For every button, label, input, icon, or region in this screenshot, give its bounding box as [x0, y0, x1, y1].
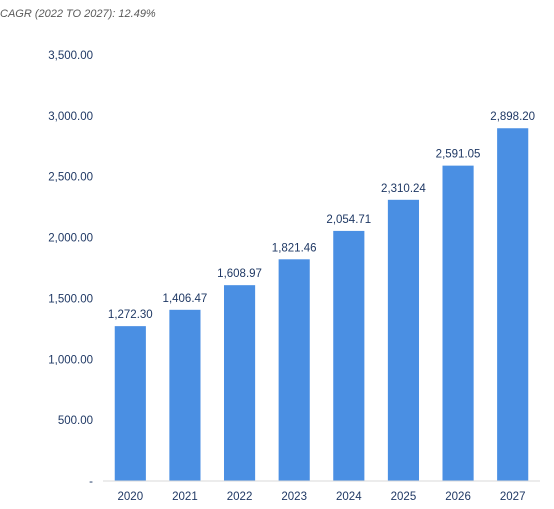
y-tick-label: 3,500.00: [48, 50, 93, 62]
x-tick-label: 2027: [500, 491, 526, 503]
bars-group: [114, 128, 529, 481]
x-tick-label: 2026: [445, 491, 471, 503]
y-tick-label: 3,000.00: [48, 111, 93, 123]
bar-2023: [278, 259, 310, 481]
bar-2022: [223, 285, 256, 481]
y-tick-label: 1,000.00: [48, 354, 93, 366]
data-label: 2,898.20: [490, 111, 535, 123]
y-tick-label: 1,500.00: [48, 293, 93, 305]
x-tick-label: 2021: [172, 491, 198, 503]
data-label: 2,054.71: [326, 214, 371, 226]
x-axis: 2020 2021 2022 2023 2024 2025 2026 2027: [103, 480, 540, 503]
y-tick-label: 500.00: [58, 415, 93, 427]
data-label: 2,310.24: [381, 183, 426, 195]
x-tick-label: 2025: [391, 491, 417, 503]
data-label: 1,608.97: [217, 268, 262, 280]
y-tick-label: 2,500.00: [48, 172, 93, 184]
bar-2020: [114, 326, 146, 481]
x-tick-label: 2022: [227, 491, 253, 503]
data-label: 1,406.47: [163, 293, 208, 305]
bar-2025: [387, 199, 420, 481]
bar-2027: [497, 128, 529, 481]
data-label: 2,591.05: [436, 149, 481, 161]
bar-2026: [442, 165, 474, 481]
x-tick-label: 2024: [336, 491, 362, 503]
y-axis: - 500.00 1,000.00 1,500.00 2,000.00 2,500.00 3…: [48, 50, 93, 488]
data-label: 1,821.46: [272, 242, 317, 254]
data-label: 1,272.30: [108, 309, 153, 321]
y-tick-label: 2,000.00: [48, 233, 93, 245]
x-tick-label: 2023: [281, 491, 307, 503]
x-tick-label: 2020: [118, 491, 144, 503]
bar-2024: [333, 230, 365, 481]
data-labels-group: 1,272.30 1,406.47 1,608.97 1,821.46 2,054.71…: [108, 111, 535, 321]
cagr-annotation: CAGR (2022 TO 2027): 12.49%: [0, 8, 156, 20]
y-tick-label: -: [89, 476, 93, 488]
bar-2021: [169, 309, 201, 481]
